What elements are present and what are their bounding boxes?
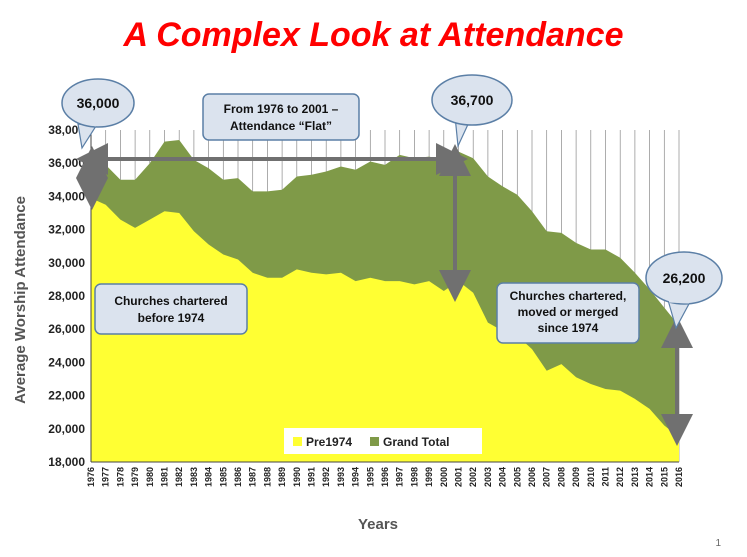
y-tick-label: 38,000 xyxy=(48,123,85,137)
legend-background xyxy=(284,428,482,454)
x-tick-label: 1985 xyxy=(218,467,228,487)
x-tick-label: 2015 xyxy=(659,467,669,487)
y-tick-label: 24,000 xyxy=(48,355,85,369)
peak-value-callout: 36,700 xyxy=(431,74,513,149)
start-value-callout: 36,000 xyxy=(61,78,135,150)
y-tick-label: 28,000 xyxy=(48,289,85,303)
x-tick-label: 1982 xyxy=(174,467,184,487)
y-tick-label: 26,000 xyxy=(48,322,85,336)
legend: Pre1974 Grand Total xyxy=(284,428,482,454)
post-note-line3: since 1974 xyxy=(538,321,599,335)
legend-label-pre1974: Pre1974 xyxy=(306,435,352,449)
post-note-line1: Churches chartered, xyxy=(510,289,627,303)
x-tick-label: 1995 xyxy=(365,467,375,487)
legend-swatch-grand-total xyxy=(370,437,379,446)
x-tick-label: 1977 xyxy=(101,467,111,487)
annotation-arrows xyxy=(76,143,693,446)
end-value-text: 26,200 xyxy=(663,270,706,286)
x-tick-label: 1989 xyxy=(277,467,287,487)
y-axis-label: Average Worship Attendance xyxy=(12,196,29,404)
x-tick-label: 1980 xyxy=(145,467,155,487)
x-tick-label: 1981 xyxy=(160,467,170,487)
page-number: 1 xyxy=(715,538,721,549)
x-tick-label: 2003 xyxy=(483,467,493,487)
y-tick-label: 22,000 xyxy=(48,389,85,403)
x-tick-label: 2000 xyxy=(439,467,449,487)
x-tick-label: 2012 xyxy=(615,467,625,487)
pre-note-line2: before 1974 xyxy=(138,311,205,325)
x-tick-label: 1996 xyxy=(380,467,390,487)
x-tick-label: 2001 xyxy=(454,467,464,487)
legend-label-grand-total: Grand Total xyxy=(383,435,449,449)
y-tick-label: 18,000 xyxy=(48,455,85,469)
x-axis-label: Years xyxy=(358,516,398,533)
y-tick-label: 34,000 xyxy=(48,189,85,203)
x-tick-label: 1986 xyxy=(233,467,243,487)
pre1974-note: Churches chartered before 1974 xyxy=(94,283,248,335)
x-tick-label: 1987 xyxy=(248,467,258,487)
x-tick-label: 1976 xyxy=(86,467,96,487)
x-tick-label: 2014 xyxy=(645,467,655,487)
x-tick-label: 2010 xyxy=(586,467,596,487)
x-tick-labels: 1976 1977 1978 1979 1980 1981 1982 1983 1984 1985… xyxy=(86,467,684,487)
x-tick-label: 2002 xyxy=(468,467,478,487)
pre1974-area xyxy=(91,198,679,462)
x-tick-label: 1988 xyxy=(262,467,272,487)
x-tick-label: 1979 xyxy=(130,467,140,487)
x-tick-label: 1990 xyxy=(292,467,302,487)
flat-note-line2: Attendance “Flat” xyxy=(230,119,332,133)
post1974-note: Churches chartered, moved or merged sinc… xyxy=(496,282,640,344)
x-tick-label: 1984 xyxy=(204,467,214,487)
x-tick-label: 1991 xyxy=(307,467,317,487)
x-tick-label: 2009 xyxy=(571,467,581,487)
end-value-callout: 26,200 xyxy=(645,251,723,330)
flat-note-line1: From 1976 to 2001 – xyxy=(224,102,339,116)
x-tick-label: 1994 xyxy=(351,467,361,487)
x-tick-label: 2013 xyxy=(630,467,640,487)
post-note-line2: moved or merged xyxy=(518,305,619,319)
x-tick-label: 2006 xyxy=(527,467,537,487)
peak-value-text: 36,700 xyxy=(451,92,494,108)
start-value-text: 36,000 xyxy=(77,95,120,111)
y-tick-label: 20,000 xyxy=(48,422,85,436)
y-tick-labels: 18,000 20,000 22,000 24,000 26,000 28,000 30,0… xyxy=(48,123,85,469)
flat-period-note: From 1976 to 2001 – Attendance “Flat” xyxy=(202,93,360,141)
legend-swatch-pre1974 xyxy=(293,437,302,446)
x-tick-label: 1999 xyxy=(424,467,434,487)
x-tick-label: 1997 xyxy=(395,467,405,487)
x-tick-label: 2005 xyxy=(512,467,522,487)
y-tick-label: 36,000 xyxy=(48,156,85,170)
x-tick-label: 2008 xyxy=(556,467,566,487)
x-tick-label: 1993 xyxy=(336,467,346,487)
pre-note-line1: Churches chartered xyxy=(114,294,227,308)
slide-title: A Complex Look at Attendance xyxy=(123,16,624,54)
x-tick-label: 2007 xyxy=(542,467,552,487)
x-tick-label: 2004 xyxy=(498,467,508,487)
x-tick-label: 1983 xyxy=(189,467,199,487)
x-tick-label: 2011 xyxy=(601,467,611,487)
x-tick-label: 1992 xyxy=(321,467,331,487)
y-tick-label: 30,000 xyxy=(48,256,85,270)
y-tick-label: 32,000 xyxy=(48,223,85,237)
x-tick-label: 1998 xyxy=(409,467,419,487)
x-tick-label: 1978 xyxy=(115,467,125,487)
x-tick-label: 2016 xyxy=(674,467,684,487)
